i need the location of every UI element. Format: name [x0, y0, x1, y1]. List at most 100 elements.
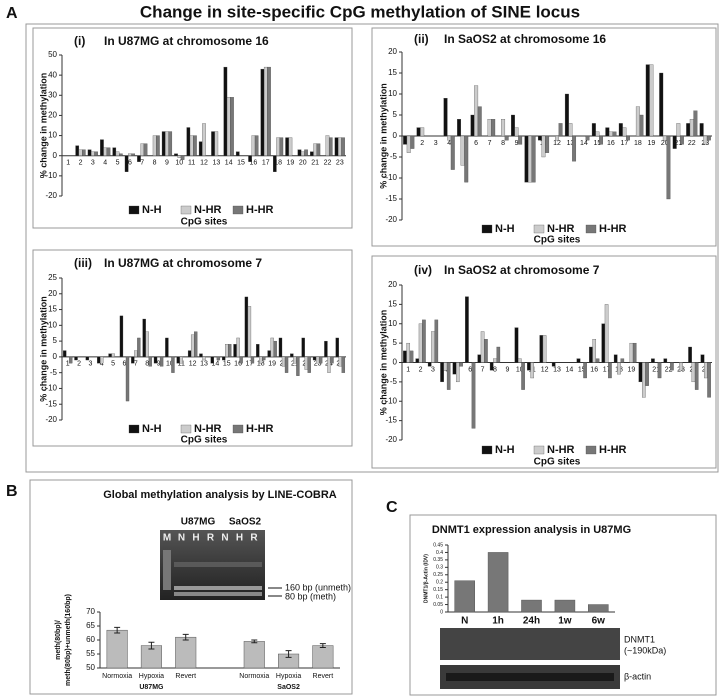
bar [131, 153, 136, 156]
x-tick-label: 13 [212, 160, 220, 167]
x-tick-label: 6 [474, 140, 478, 147]
y-tick-label: 50 [86, 663, 95, 672]
bar [137, 155, 141, 162]
bar [74, 356, 78, 361]
x-tick-label: 1 [66, 160, 70, 167]
bar [131, 356, 135, 364]
chart-title: DNMT1 expression analysis in U87MG [432, 524, 631, 536]
x-tick-label: Revert [175, 673, 196, 680]
bar [216, 356, 221, 361]
y-tick-label: 15 [388, 299, 397, 308]
bar [518, 135, 523, 145]
y-tick-label: 70 [86, 607, 95, 616]
bar [143, 143, 148, 156]
bar [464, 135, 469, 183]
error-bar [319, 643, 326, 649]
x-tick-label: 14 [211, 361, 219, 368]
y-tick-label: 5 [53, 336, 58, 345]
bar [415, 358, 420, 363]
bar [338, 137, 342, 156]
x-tick-label: 3 [431, 366, 435, 373]
y-tick-label: 10 [388, 319, 397, 328]
bar [103, 147, 108, 156]
bar [315, 356, 320, 364]
bar [617, 362, 621, 375]
y-axis-label: % change in methylation [38, 296, 48, 402]
x-tick-label: 9 [515, 140, 519, 147]
y-tick-label: -5 [50, 368, 58, 377]
y-tick-label: 20 [48, 111, 57, 120]
x-tick-label: 12 [541, 366, 549, 373]
bar [564, 93, 569, 137]
bar [521, 599, 542, 613]
x-axis-label: CpG sites [181, 435, 228, 446]
bar [521, 362, 525, 390]
bar [703, 135, 708, 145]
bar [312, 356, 317, 361]
bar [460, 135, 465, 166]
bar [297, 149, 302, 156]
bar [595, 131, 600, 137]
bar [254, 135, 259, 156]
gel-label: U87MG [181, 517, 216, 528]
bar [175, 636, 197, 669]
legend-swatch [180, 424, 192, 434]
legend-label: N-HR [194, 423, 222, 435]
legend-swatch [585, 445, 597, 455]
y-tick-label: 0.15 [433, 587, 443, 593]
bar [489, 362, 494, 371]
group-label: U87MG [139, 684, 164, 691]
x-tick-label: 7 [481, 366, 485, 373]
bar [416, 127, 421, 137]
blot-band [446, 673, 614, 681]
x-tick-label: 24h [523, 616, 540, 627]
bar [608, 362, 612, 379]
bar [434, 319, 439, 363]
legend-label: N-H [495, 223, 515, 235]
y-tick-label: 10 [388, 89, 397, 98]
error-bar [114, 626, 121, 634]
y-tick-label: -15 [385, 416, 397, 425]
bar [537, 135, 542, 141]
y-tick-label: 0.1 [436, 594, 443, 600]
x-tick-label: 2 [79, 160, 83, 167]
bar [94, 151, 98, 156]
y-tick-label: -20 [45, 415, 57, 424]
bar [639, 114, 644, 137]
panel-label: C [386, 499, 398, 516]
x-tick-label: 7 [488, 140, 492, 147]
group-label: SaOS2 [277, 684, 300, 691]
x-tick-label: 9 [165, 160, 169, 167]
x-tick-label: 10 [516, 366, 524, 373]
bar [514, 327, 519, 363]
chart-title: Global methylation analysis by LINE-COBR… [103, 489, 337, 501]
bar [585, 135, 590, 141]
x-tick-label: 4 [447, 140, 451, 147]
x-tick-label: 9 [157, 361, 161, 368]
bar [198, 141, 203, 156]
bar [296, 356, 300, 376]
bar [632, 342, 637, 363]
gel-label: SaOS2 [229, 517, 262, 528]
y-axis-label: % change in methylation [378, 83, 388, 189]
bar [477, 106, 482, 137]
panel-label: B [6, 483, 18, 500]
legend-swatch [533, 224, 545, 234]
x-tick-label: 6w [592, 616, 606, 627]
bar [341, 356, 346, 373]
gel-band [174, 592, 262, 596]
bar [418, 323, 423, 363]
bar [440, 362, 444, 383]
bar [446, 362, 451, 390]
bar [341, 137, 345, 156]
bar [85, 356, 90, 361]
bar [106, 147, 111, 156]
x-tick-label: 13 [200, 361, 208, 368]
panel-number: (i) [74, 34, 85, 48]
bar [420, 127, 425, 137]
y-tick-label: 55 [86, 649, 95, 658]
x-tick-label: 15 [578, 366, 586, 373]
bar [649, 64, 654, 137]
bar [142, 318, 146, 358]
x-tick-label: 18 [634, 140, 642, 147]
